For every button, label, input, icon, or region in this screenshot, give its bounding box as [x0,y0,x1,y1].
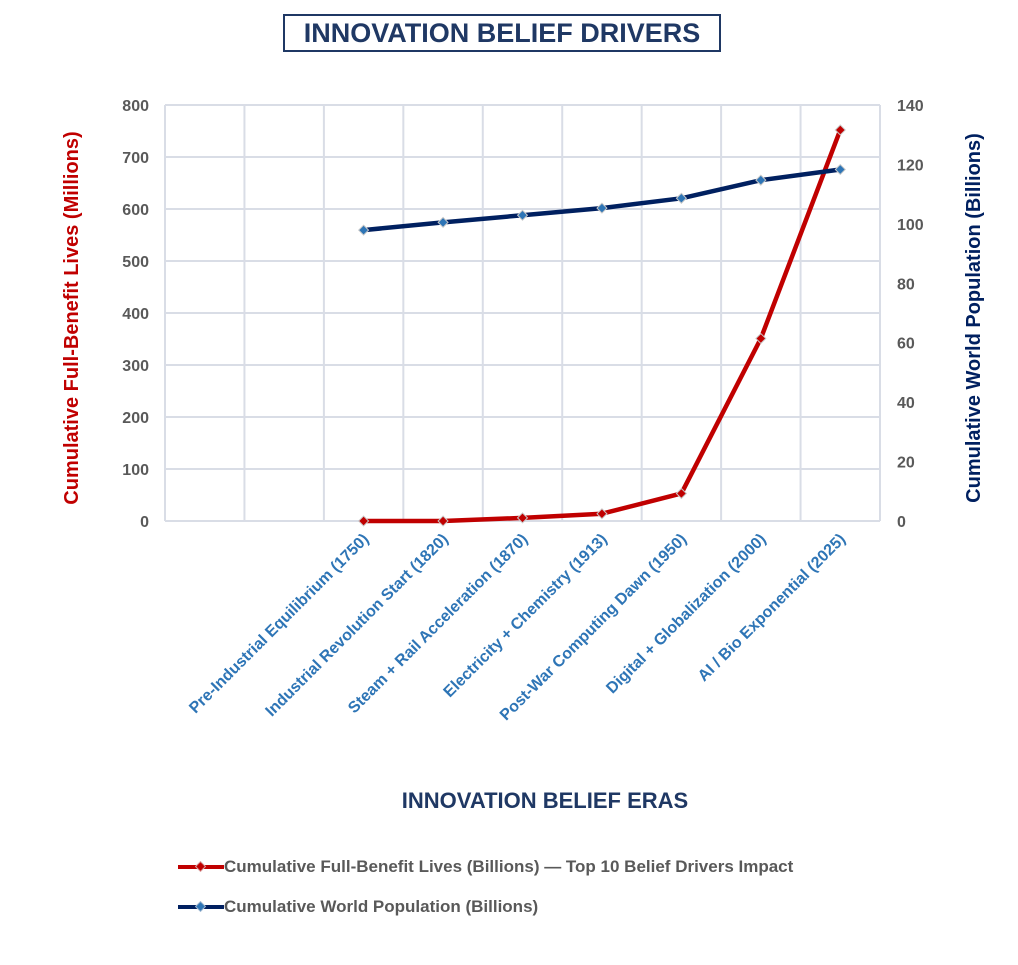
x-tick-label: Digital + Globalization (2000) [603,531,769,697]
left-tick-label: 800 [122,98,149,115]
x-tick-label: AI / Bio Exponential (2025) [695,531,849,685]
right-tick-label: 0 [897,514,906,531]
left-axis-title: Cumulative Full-Benefit Lives (Millions) [61,131,83,504]
legend-label-lives: Cumulative Full-Benefit Lives (Billions)… [224,857,794,876]
left-tick-label: 300 [122,358,149,375]
x-tick-label: Pre-Industrial Equilibrium (1750) [186,531,372,717]
data-point [437,216,449,229]
data-point [357,515,370,527]
left-tick-label: 600 [122,202,149,219]
legend-item-population: Cumulative World Population (Billions) [178,897,538,917]
legend-label-population: Cumulative World Population (Billions) [224,897,539,916]
left-tick-label: 700 [122,150,149,167]
data-point [596,508,608,520]
left-tick-label: 100 [122,462,149,479]
left-tick-label: 400 [122,306,149,323]
data-point [755,332,767,345]
chart-title: INNOVATION BELIEF DRIVERS [283,14,721,52]
right-tick-label: 40 [897,395,915,412]
data-point [516,209,529,221]
right-tick-label: 80 [897,276,915,293]
data-point [596,202,608,214]
right-axis-title: Cumulative World Population (Billions) [963,133,985,503]
left-tick-label: 200 [122,410,149,427]
data-point [834,124,846,136]
series-line-1 [363,167,841,233]
right-tick-label: 60 [897,336,915,353]
right-tick-label: 100 [897,217,924,234]
data-point [675,192,688,204]
right-tick-label: 20 [897,455,915,472]
data-point [755,174,767,186]
data-point [437,515,449,527]
data-point [675,487,688,500]
x-tick-label: Steam + Rail Acceleration (1870) [345,531,531,717]
left-tick-label: 0 [140,514,149,531]
data-point [834,163,846,176]
left-tick-label: 500 [122,254,149,271]
legend-item-lives: Cumulative Full-Benefit Lives (Billions)… [178,857,793,877]
right-tick-label: 140 [897,98,924,115]
data-point [357,224,370,236]
x-tick-label: Electricity + Chemistry (1913) [441,531,611,701]
data-point [516,512,529,524]
series-line-0 [363,129,843,524]
legend-swatch-lives [178,857,224,877]
x-axis-title: INNOVATION BELIEF ERAS [402,788,688,813]
legend-swatch-population [178,897,224,917]
right-tick-label: 120 [897,157,924,174]
